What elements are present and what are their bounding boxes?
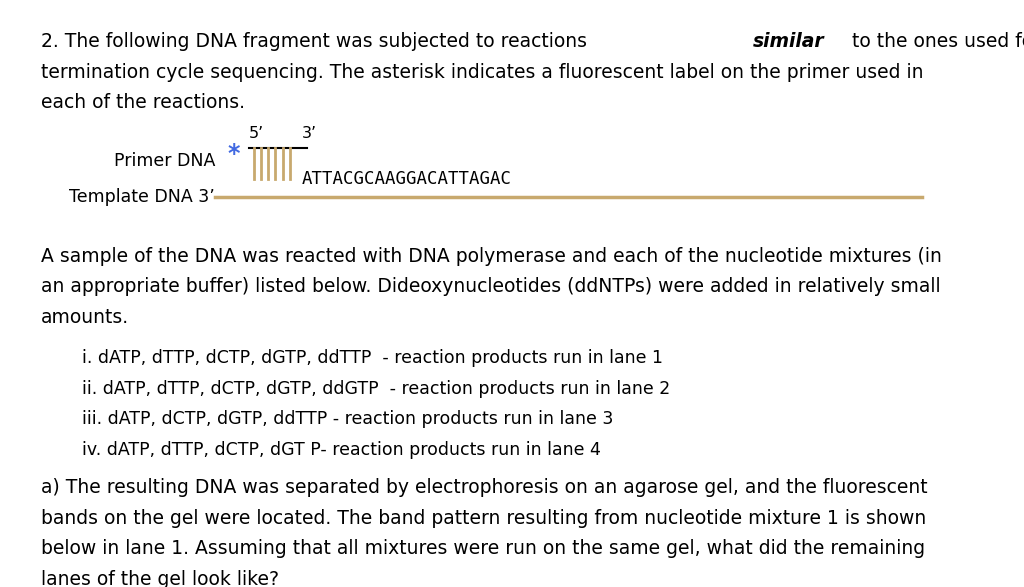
Text: 5’: 5’ xyxy=(249,126,264,141)
Text: each of the reactions.: each of the reactions. xyxy=(41,93,245,112)
Text: amounts.: amounts. xyxy=(41,308,129,326)
Text: 2. The following DNA fragment was subjected to reactions: 2. The following DNA fragment was subjec… xyxy=(41,32,593,51)
Text: *: * xyxy=(227,142,240,166)
Text: ii. dATP, dTTP, dCTP, dGTP, ddGTP  - reaction products run in lane 2: ii. dATP, dTTP, dCTP, dGTP, ddGTP - reac… xyxy=(82,380,670,398)
Text: lanes of the gel look like?: lanes of the gel look like? xyxy=(41,570,279,587)
Text: similar: similar xyxy=(754,32,825,51)
Text: A sample of the DNA was reacted with DNA polymerase and each of the nucleotide m: A sample of the DNA was reacted with DNA… xyxy=(41,247,942,265)
Text: below in lane 1. Assuming that all mixtures were run on the same gel, what did t: below in lane 1. Assuming that all mixtu… xyxy=(41,539,925,558)
Text: Template DNA 3’: Template DNA 3’ xyxy=(70,188,215,205)
Text: ATTACGCAAGGACATTAGAC: ATTACGCAAGGACATTAGAC xyxy=(302,170,512,188)
Text: iii. dATP, dCTP, dGTP, ddTTP - reaction products run in lane 3: iii. dATP, dCTP, dGTP, ddTTP - reaction … xyxy=(82,410,613,429)
Text: an appropriate buffer) listed below. Dideoxynucleotides (ddNTPs) were added in r: an appropriate buffer) listed below. Did… xyxy=(41,277,941,296)
Text: 3’: 3’ xyxy=(302,126,317,141)
Text: bands on the gel were located. The band pattern resulting from nucleotide mixtur: bands on the gel were located. The band … xyxy=(41,509,927,528)
Text: i. dATP, dTTP, dCTP, dGTP, ddTTP  - reaction products run in lane 1: i. dATP, dTTP, dCTP, dGTP, ddTTP - react… xyxy=(82,349,663,367)
Text: iv. dATP, dTTP, dCTP, dGT P- reaction products run in lane 4: iv. dATP, dTTP, dCTP, dGT P- reaction pr… xyxy=(82,441,601,459)
Text: a) The resulting DNA was separated by electrophoresis on an agarose gel, and the: a) The resulting DNA was separated by el… xyxy=(41,478,928,497)
Text: to the ones used for chain: to the ones used for chain xyxy=(846,32,1024,51)
Text: Primer DNA: Primer DNA xyxy=(114,153,215,170)
Text: termination cycle sequencing. The asterisk indicates a fluorescent label on the : termination cycle sequencing. The asteri… xyxy=(41,63,924,82)
